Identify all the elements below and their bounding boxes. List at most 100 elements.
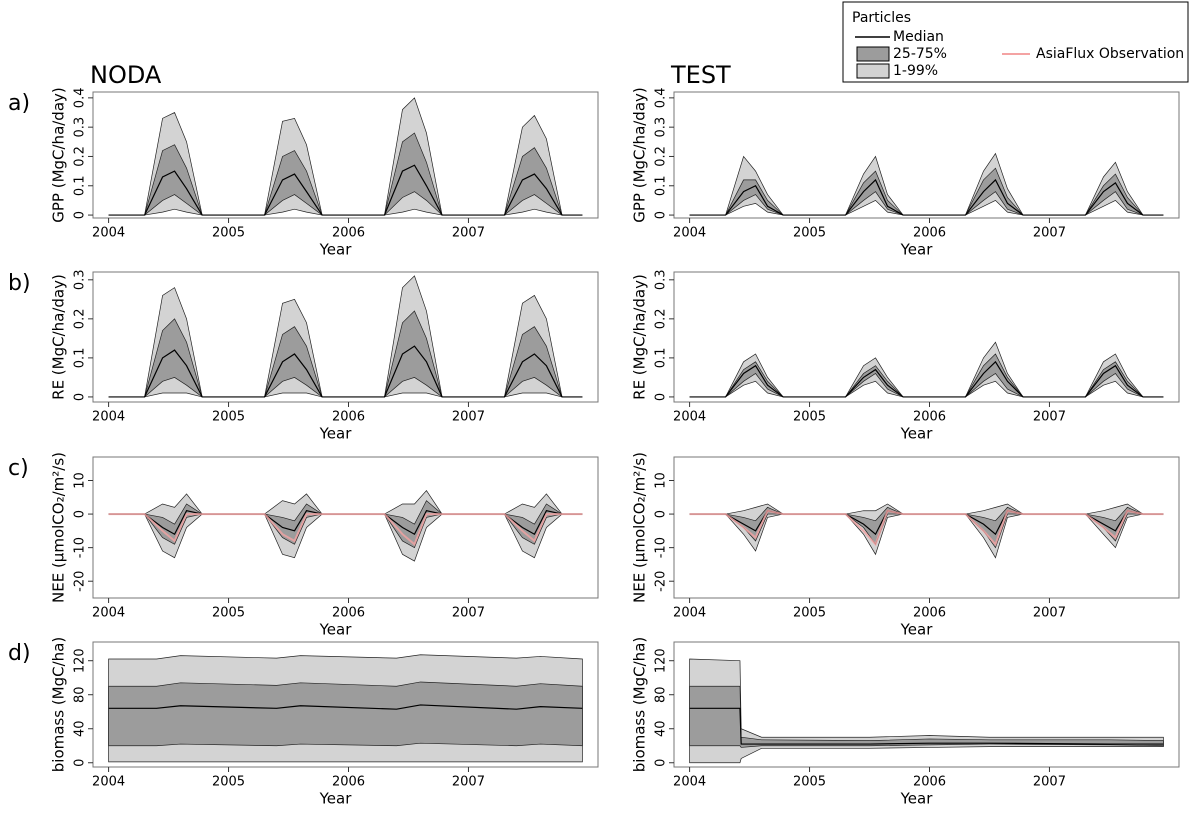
- x-axis-label: Year: [900, 425, 934, 443]
- x-tick-label: 2004: [92, 226, 125, 241]
- y-tick-label: 40: [654, 720, 669, 737]
- plot-frame: [92, 456, 599, 599]
- x-axis-label: Year: [900, 621, 934, 639]
- panel-label: c): [8, 456, 29, 481]
- legend-swatch: [856, 46, 890, 62]
- x-tick-label: 2005: [212, 775, 245, 790]
- column-title: TEST: [670, 61, 731, 89]
- plot-frame: [673, 456, 1180, 599]
- plot-frame: [92, 271, 599, 403]
- y-tick-label: 0.3: [73, 269, 88, 290]
- y-axis-label: NEE (μmolCO₂/m²/s): [631, 452, 649, 603]
- y-tick-label: 0.3: [73, 117, 88, 138]
- y-tick-label: 0.3: [654, 269, 669, 290]
- x-tick-label: 2007: [1033, 606, 1066, 621]
- x-tick-label: 2005: [793, 775, 826, 790]
- y-tick-label: -10: [654, 537, 669, 558]
- x-tick-label: 2006: [332, 606, 365, 621]
- x-tick-label: 2004: [673, 226, 706, 241]
- band: [108, 310, 583, 398]
- y-axis-label: RE (MgC/ha/day): [50, 274, 68, 400]
- y-tick-label: 0: [73, 510, 88, 518]
- y-tick-label: 0.2: [654, 309, 669, 330]
- y-tick-label: 0.2: [654, 146, 669, 167]
- y-tick-label: 0.4: [654, 88, 669, 109]
- plot-frame: [673, 641, 1180, 768]
- column-title: NODA: [90, 61, 162, 89]
- x-tick-label: 2005: [793, 410, 826, 425]
- x-tick-label: 2006: [913, 606, 946, 621]
- y-tick-label: 0.3: [654, 117, 669, 138]
- x-tick-label: 2004: [673, 775, 706, 790]
- plot-frame: [92, 641, 599, 768]
- x-axis-label: Year: [900, 241, 934, 259]
- band: [689, 685, 1164, 748]
- band: [689, 353, 1164, 398]
- x-tick-label: 2007: [452, 410, 485, 425]
- y-axis-label: NEE (μmolCO₂/m²/s): [50, 452, 68, 603]
- x-tick-label: 2004: [92, 775, 125, 790]
- band: [108, 132, 583, 216]
- band: [689, 503, 1164, 559]
- median-line: [108, 164, 583, 216]
- y-axis-label: GPP (MgC/ha/day): [631, 87, 649, 223]
- y-tick-label: 0.2: [73, 146, 88, 167]
- x-tick-label: 2006: [332, 775, 365, 790]
- x-tick-label: 2005: [212, 226, 245, 241]
- observation-line: [108, 513, 583, 546]
- x-tick-label: 2005: [793, 226, 826, 241]
- y-tick-label: 120: [654, 648, 669, 673]
- y-tick-label: -20: [654, 571, 669, 592]
- y-tick-label: 0: [654, 393, 669, 401]
- x-axis-label: Year: [319, 241, 353, 259]
- y-axis-label: RE (MgC/ha/day): [631, 274, 649, 400]
- legend-label: Median: [893, 29, 944, 45]
- legend-label: 25-75%: [893, 46, 947, 62]
- y-tick-label: 40: [73, 720, 88, 737]
- y-axis-label: biomass (MgC/ha): [50, 637, 68, 772]
- x-tick-label: 2006: [332, 226, 365, 241]
- x-axis-label: Year: [319, 790, 353, 808]
- x-tick-label: 2007: [1033, 226, 1066, 241]
- y-tick-label: 80: [73, 686, 88, 703]
- x-tick-label: 2004: [673, 606, 706, 621]
- y-tick-label: 0: [73, 759, 88, 767]
- x-tick-label: 2007: [452, 226, 485, 241]
- band: [689, 167, 1164, 216]
- plot-frame: [673, 271, 1180, 403]
- band: [689, 341, 1164, 398]
- median-line: [108, 345, 583, 398]
- x-tick-label: 2006: [913, 775, 946, 790]
- x-axis-label: Year: [319, 621, 353, 639]
- y-tick-label: 0: [654, 759, 669, 767]
- x-tick-label: 2007: [1033, 775, 1066, 790]
- y-tick-label: 120: [73, 648, 88, 673]
- band: [689, 506, 1164, 549]
- x-tick-label: 2007: [1033, 410, 1066, 425]
- y-tick-label: 0.1: [73, 348, 88, 369]
- x-tick-label: 2004: [673, 410, 706, 425]
- panel-label: d): [8, 641, 31, 666]
- legend-label: 1-99%: [893, 63, 938, 79]
- y-axis-label: GPP (MgC/ha/day): [50, 87, 68, 223]
- y-tick-label: 0: [73, 393, 88, 401]
- observation-line: [689, 509, 1164, 547]
- x-axis-label: Year: [319, 425, 353, 443]
- x-tick-label: 2007: [452, 775, 485, 790]
- legend-swatch: [856, 63, 890, 79]
- y-tick-label: -10: [73, 537, 88, 558]
- x-tick-label: 2007: [452, 606, 485, 621]
- x-tick-label: 2005: [212, 606, 245, 621]
- median-line: [689, 178, 1164, 216]
- x-tick-label: 2006: [913, 226, 946, 241]
- median-line: [689, 360, 1164, 398]
- y-tick-label: 10: [654, 472, 669, 489]
- band: [689, 658, 1164, 764]
- y-tick-label: 0: [654, 510, 669, 518]
- x-tick-label: 2004: [92, 410, 125, 425]
- panel-label: b): [8, 271, 31, 296]
- y-tick-label: 80: [654, 686, 669, 703]
- y-tick-label: 0.1: [654, 175, 669, 196]
- x-axis-label: Year: [900, 790, 934, 808]
